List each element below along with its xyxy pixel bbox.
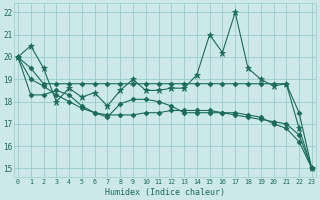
X-axis label: Humidex (Indice chaleur): Humidex (Indice chaleur) [105,188,225,197]
